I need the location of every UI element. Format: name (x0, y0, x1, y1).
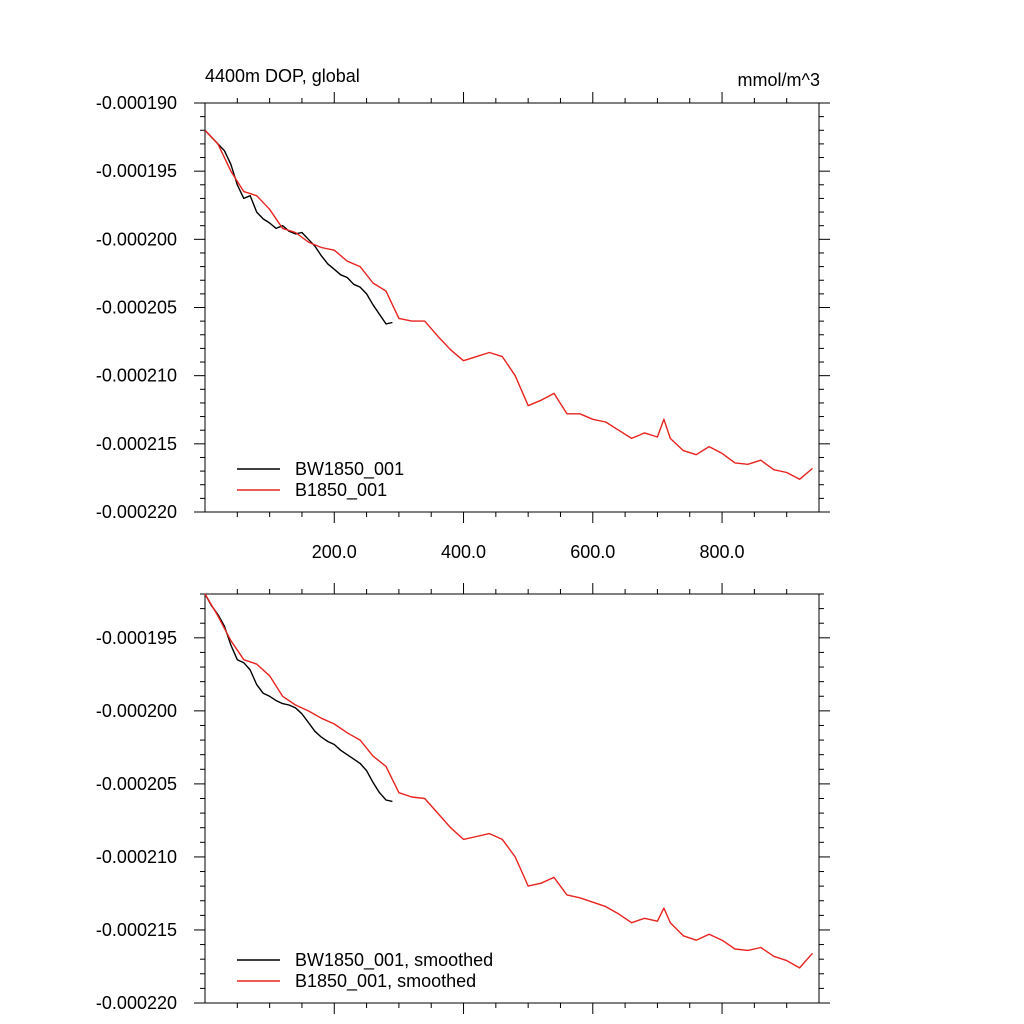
y-tick-label: -0.000210 (96, 847, 177, 867)
tick-marks (194, 92, 830, 523)
x-tick-label: 400.0 (441, 542, 486, 562)
y-tick-label: -0.000205 (96, 774, 177, 794)
legend-label: BW1850_001, smoothed (295, 950, 493, 971)
series-layer (204, 593, 814, 969)
tick-labels: -0.000195 -0.000200 -0.000205 -0.000210 -0.0… (96, 628, 177, 1013)
series-line-b1850 (204, 593, 814, 969)
chart-units: mmol/m^3 (738, 70, 820, 90)
y-tick-label: -0.000210 (96, 366, 177, 386)
y-tick-label: -0.000215 (96, 434, 177, 454)
tick-marks (194, 583, 830, 1014)
y-tick-label: -0.000205 (96, 298, 177, 318)
top-chart: 4400m DOP, global mmol/m^3 200.0 400.0 600… (96, 66, 830, 562)
y-tick-label: -0.000190 (96, 93, 177, 113)
bottom-chart: -0.000195 -0.000200 -0.000205 -0.000210 -0.0… (96, 583, 830, 1014)
x-tick-label: 600.0 (570, 542, 615, 562)
legend-label: B1850_001, smoothed (295, 971, 476, 992)
plot-frame (204, 102, 820, 513)
series-line-b1850 (204, 129, 813, 480)
plot-frame (204, 593, 820, 1004)
chart-title: 4400m DOP, global (205, 66, 360, 86)
series-line-bw1850 (204, 129, 393, 325)
x-tick-label: 800.0 (700, 542, 745, 562)
y-tick-label: -0.000200 (96, 701, 177, 721)
legend-label: BW1850_001 (295, 459, 404, 480)
tick-labels: 200.0 400.0 600.0 800.0 -0.000190 -0.000195 -0… (96, 93, 745, 562)
y-tick-label: -0.000215 (96, 920, 177, 940)
series-layer (204, 129, 813, 480)
y-tick-label: -0.000200 (96, 229, 177, 249)
y-tick-label: -0.000220 (96, 993, 177, 1013)
y-tick-label: -0.000195 (96, 161, 177, 181)
y-tick-label: -0.000195 (96, 628, 177, 648)
series-line-bw1850 (204, 593, 393, 803)
legend-label: B1850_001 (295, 480, 387, 501)
y-tick-label: -0.000220 (96, 502, 177, 522)
x-tick-label: 200.0 (312, 542, 357, 562)
